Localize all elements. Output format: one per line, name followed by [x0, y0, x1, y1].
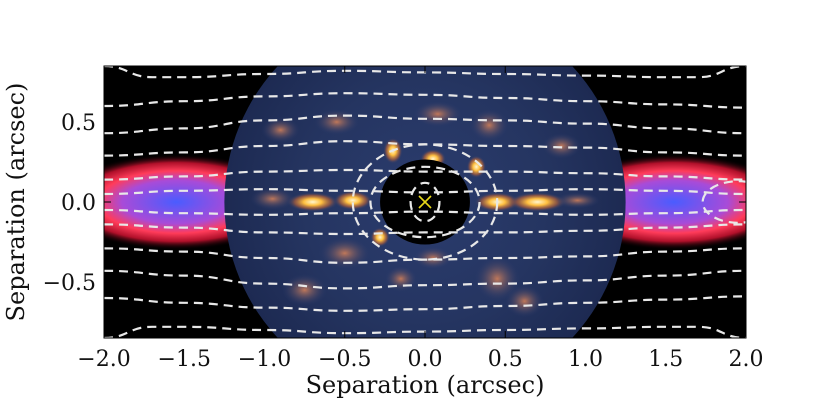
y-axis-label: Separation (arcsec) — [2, 83, 30, 322]
emission-feature — [508, 192, 567, 212]
contour-line — [104, 208, 746, 216]
emission-feature — [469, 109, 509, 142]
emission-feature — [261, 117, 300, 143]
contour-line — [104, 247, 746, 264]
star-position-marker — [418, 195, 432, 209]
contour-line — [104, 168, 746, 181]
emission-feature — [282, 274, 328, 306]
x-tick-label: 2.0 — [729, 347, 764, 372]
contour-line — [104, 269, 746, 290]
x-axis-label: Separation (arcsec) — [306, 371, 545, 399]
y-tick-label: 0.0 — [61, 191, 96, 216]
emission-feature — [413, 246, 453, 270]
x-tick-label: 1.5 — [648, 347, 683, 372]
contour-line — [104, 223, 746, 236]
emission-feature — [505, 285, 544, 318]
closed-contour — [369, 165, 481, 239]
plot-area — [104, 66, 746, 338]
x-tick-label: −0.5 — [318, 347, 371, 372]
emission-feature — [384, 266, 417, 292]
axis-ticks: −2.0 −1.5 −1.0 −0.5 0.0 0.5 1.0 1.5 2.0 0.5 0.0 −0.… — [43, 66, 764, 372]
x-tick-label: −1.5 — [158, 347, 211, 372]
emission-feature — [370, 227, 390, 247]
emission-feature — [319, 237, 371, 270]
emission-feature — [474, 256, 520, 302]
x-tick-label: 0.5 — [488, 347, 523, 372]
model-contours — [104, 66, 746, 338]
emission-feature — [542, 133, 581, 159]
y-tick-label: 0.5 — [61, 111, 96, 136]
x-tick-label: −1.0 — [238, 347, 291, 372]
x-tick-label: 1.0 — [568, 347, 603, 372]
emission-feature — [466, 155, 486, 178]
star-marker-layer — [418, 195, 432, 209]
emission-feature — [250, 187, 295, 210]
contour-line — [104, 114, 746, 135]
contour-line — [104, 295, 746, 312]
emission-feature — [286, 192, 339, 212]
emission-feature — [555, 192, 600, 209]
closed-contour — [409, 181, 441, 223]
closed-contour — [351, 143, 499, 261]
x-tick-label: −2.0 — [77, 347, 130, 372]
contour-line — [104, 188, 746, 196]
x-tick-label: 0.0 — [408, 347, 443, 372]
y-tick-label: −0.5 — [43, 271, 96, 296]
contour-line — [104, 92, 746, 109]
emission-feature — [413, 101, 462, 127]
emission-feature — [333, 190, 373, 210]
emission-feature — [314, 109, 360, 135]
